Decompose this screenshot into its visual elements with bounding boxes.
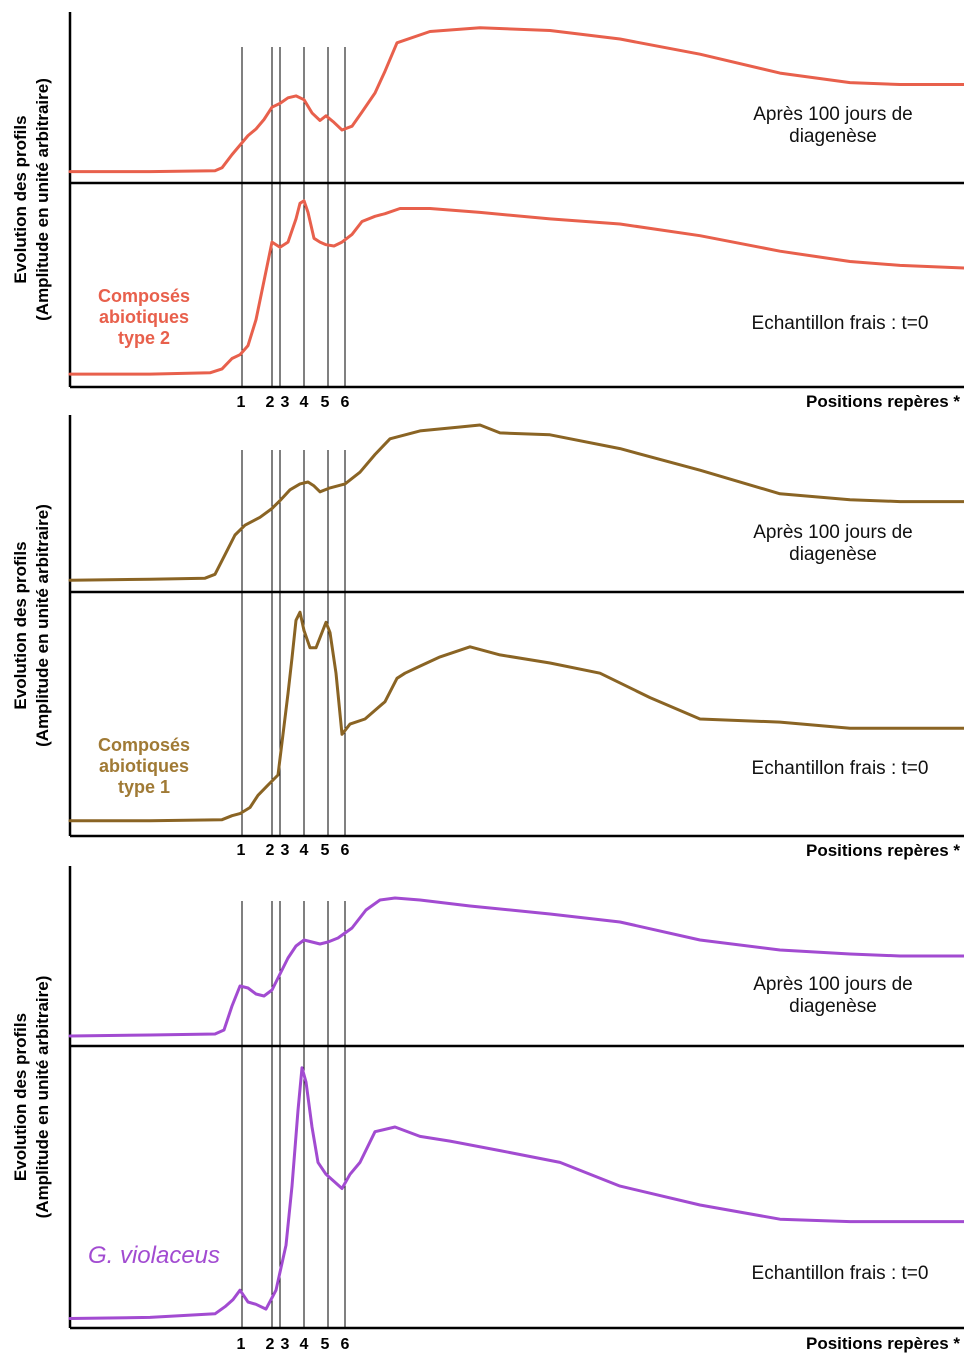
sample-label-line-2: abiotiques bbox=[99, 307, 189, 327]
marker-label-3: 3 bbox=[281, 1336, 290, 1353]
series-label-apres: Après 100 jours de bbox=[753, 104, 913, 125]
y-axis-label-line2: (Amplitude en unité arbitraire) bbox=[33, 976, 52, 1219]
x-axis-label: Positions repères * bbox=[806, 841, 960, 860]
series-label-frais: Echantillon frais : t=0 bbox=[752, 313, 929, 334]
series-label-apres-line2: diagenèse bbox=[789, 544, 877, 565]
sample-label-line-3: type 2 bbox=[118, 328, 170, 348]
sample-label-line-1: G. violaceus bbox=[88, 1242, 220, 1269]
series-label-apres: Après 100 jours de bbox=[753, 974, 913, 995]
series-label-frais: Echantillon frais : t=0 bbox=[752, 758, 929, 779]
chart-panel-1: 1 2 3 4 5 6 Positions repères * Evolution des p… bbox=[11, 12, 964, 411]
marker-label-4: 4 bbox=[300, 1336, 309, 1353]
marker-label-1: 1 bbox=[237, 394, 246, 411]
series-line-echantillon-frais bbox=[68, 199, 964, 376]
series-line-apres-100-jours bbox=[68, 423, 964, 582]
sample-label-line-3: type 1 bbox=[118, 777, 170, 797]
marker-label-4: 4 bbox=[300, 842, 309, 859]
y-axis-label-line2: (Amplitude en unité arbitraire) bbox=[33, 78, 52, 321]
marker-label-6: 6 bbox=[341, 394, 350, 411]
series-label-apres-line2: diagenèse bbox=[789, 996, 877, 1017]
y-axis-label-line1: Evolution des profils bbox=[11, 115, 30, 283]
y-axis-label-line1: Evolution des profils bbox=[11, 1013, 30, 1181]
marker-label-5: 5 bbox=[321, 394, 330, 411]
marker-label-2: 2 bbox=[266, 1336, 275, 1353]
series-line-echantillon-frais bbox=[68, 1066, 964, 1320]
sample-label-line-1: Composés bbox=[98, 286, 190, 306]
chart-panel-3: 1 2 3 4 5 6 Positions repères * Evolution des p… bbox=[11, 866, 964, 1353]
series-label-apres: Après 100 jours de bbox=[753, 522, 913, 543]
y-axis-label-line1: Evolution des profils bbox=[11, 541, 30, 709]
marker-label-5: 5 bbox=[321, 842, 330, 859]
marker-label-1: 1 bbox=[237, 842, 246, 859]
marker-label-1: 1 bbox=[237, 1336, 246, 1353]
x-axis-label: Positions repères * bbox=[806, 392, 960, 411]
marker-label-2: 2 bbox=[266, 394, 275, 411]
marker-label-2: 2 bbox=[266, 842, 275, 859]
series-line-apres-100-jours bbox=[68, 26, 964, 174]
marker-label-5: 5 bbox=[321, 1336, 330, 1353]
series-line-echantillon-frais bbox=[68, 610, 964, 823]
y-axis-label-line2: (Amplitude en unité arbitraire) bbox=[33, 504, 52, 747]
chart-panel-2: 1 2 3 4 5 6 Positions repères * Evolution des p… bbox=[11, 415, 964, 860]
sample-label-line-2: abiotiques bbox=[99, 756, 189, 776]
series-label-apres-line2: diagenèse bbox=[789, 126, 877, 147]
marker-label-6: 6 bbox=[341, 1336, 350, 1353]
marker-label-4: 4 bbox=[300, 394, 309, 411]
series-label-frais: Echantillon frais : t=0 bbox=[752, 1263, 929, 1284]
x-axis-label: Positions repères * bbox=[806, 1334, 960, 1353]
marker-label-3: 3 bbox=[281, 842, 290, 859]
series-line-apres-100-jours bbox=[68, 896, 964, 1038]
marker-label-3: 3 bbox=[281, 394, 290, 411]
sample-label-line-1: Composés bbox=[98, 735, 190, 755]
marker-label-6: 6 bbox=[341, 842, 350, 859]
